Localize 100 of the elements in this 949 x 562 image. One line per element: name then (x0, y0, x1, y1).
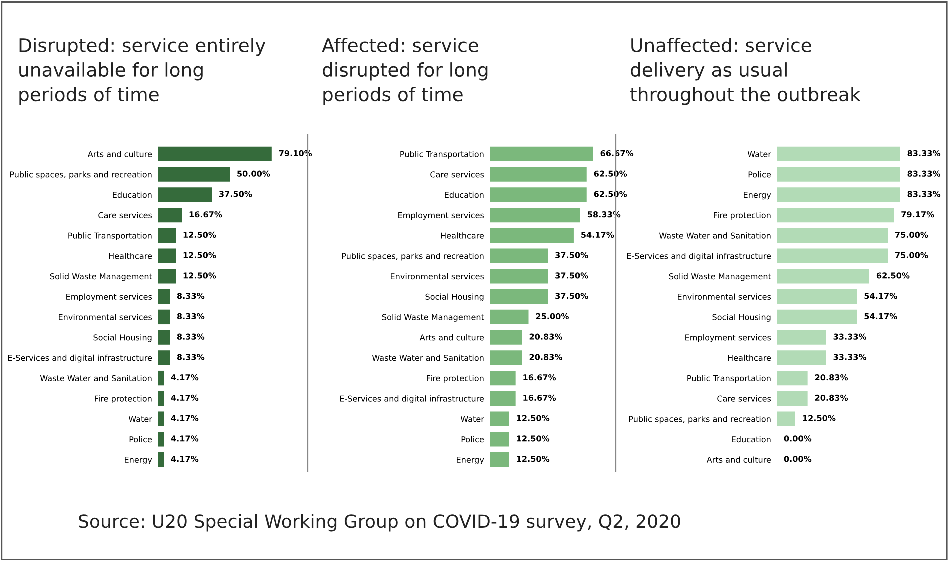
bar (158, 146, 272, 162)
y-tick-label: Healthcare (441, 232, 484, 239)
y-tick-label: Care services (430, 172, 484, 178)
data-label: 16.67% (524, 374, 556, 381)
y-tick-label: Energy (125, 457, 152, 465)
y-tick-label: Employment services (66, 294, 152, 302)
bar (777, 370, 808, 386)
data-label: 0.00% (784, 436, 812, 442)
y-tick-label: Waste Water and Sanitation (40, 375, 152, 382)
y-tick-label: Public Transportation (688, 375, 771, 384)
y-tick-label: Public Transportation (400, 151, 484, 159)
bar (158, 391, 164, 406)
y-tick-label: Police (462, 436, 484, 443)
bar (158, 269, 176, 284)
y-tick-label: Fire protection (95, 396, 152, 404)
data-label: 62.50% (594, 191, 628, 198)
y-tick-label: E-Services and digital infrastructure (627, 253, 772, 261)
bar (158, 167, 230, 182)
y-tick-label: Police (748, 172, 772, 178)
bar (490, 269, 548, 284)
data-label: 54.17% (582, 232, 614, 238)
data-label: 16.67% (524, 394, 556, 402)
data-label: 50.00% (238, 170, 270, 177)
data-label: 75.00% (895, 252, 928, 258)
y-tick-label: Public Transportation (68, 232, 152, 240)
bar (490, 391, 516, 406)
bar (490, 370, 516, 386)
data-label: 37.50% (556, 293, 588, 300)
bar (777, 412, 796, 426)
bar (777, 391, 808, 406)
bar (490, 228, 574, 244)
y-tick-label: Social Housing (712, 314, 771, 322)
data-label: 12.50% (184, 232, 216, 238)
bar (490, 208, 580, 223)
y-tick-label: Healthcare (109, 253, 152, 260)
y-tick-label: Fire protection (714, 212, 771, 220)
data-label: 4.17% (171, 415, 199, 422)
data-label: 0.00% (784, 456, 812, 462)
bar (158, 370, 164, 386)
chart-title: Unaffected: service delivery as usual throughout the outbreak (630, 38, 861, 106)
y-tick-label: Public spaces, parks and recreation (629, 416, 771, 424)
bar (490, 146, 594, 162)
data-label: 12.50% (517, 436, 550, 442)
data-label: 8.33% (177, 354, 205, 360)
y-tick-label: Solid Waste Management (669, 273, 772, 282)
bar (777, 228, 888, 244)
bar (158, 330, 170, 345)
y-tick-label: Employment services (398, 212, 484, 220)
data-label: 20.83% (815, 394, 848, 402)
data-label: 4.17% (171, 394, 199, 402)
y-tick-label: Energy (744, 192, 772, 200)
data-label: 62.50% (594, 170, 628, 177)
data-label: 37.50% (556, 252, 588, 258)
bar (777, 208, 894, 223)
y-tick-label: Water (128, 416, 152, 422)
y-tick-label: Environmental services (391, 273, 484, 280)
data-label: 62.50% (876, 272, 910, 279)
bar (158, 310, 170, 325)
y-tick-label: Public spaces, parks and recreation (10, 172, 152, 180)
y-tick-label: Social Housing (426, 294, 484, 302)
bar (490, 248, 548, 264)
data-label: 75.00% (895, 232, 928, 238)
y-tick-label: Employment services (686, 334, 772, 342)
y-tick-label: Water (748, 151, 772, 158)
chart-title: Disrupted: service entirely unavailable for long periods of time (20, 38, 266, 106)
bar (490, 188, 587, 202)
data-label: 12.50% (184, 272, 216, 279)
y-tick-label: E-Services and digital infrastructure (8, 354, 152, 363)
data-label: 83.33% (908, 191, 941, 198)
bar (490, 310, 529, 325)
bar (490, 452, 510, 468)
data-label: 8.33% (177, 313, 205, 320)
y-tick-label: Care services (718, 396, 772, 402)
data-label: 79.10% (279, 150, 312, 157)
bar (490, 167, 587, 182)
data-label: 37.50% (556, 272, 588, 279)
data-label: 83.33% (908, 170, 941, 177)
bar (777, 289, 858, 304)
data-label: 20.83% (530, 334, 563, 340)
data-label: 58.33% (588, 212, 621, 218)
data-label: 12.50% (517, 415, 550, 422)
bar (490, 330, 522, 345)
data-label: 54.17% (864, 313, 898, 320)
y-tick-label: Water (460, 416, 484, 422)
data-label: 4.17% (171, 374, 199, 381)
data-label: 20.83% (530, 354, 563, 360)
y-tick-label: Healthcare (728, 354, 772, 362)
bar (777, 146, 900, 162)
data-label: 33.33% (834, 354, 867, 360)
bar (777, 330, 826, 345)
y-tick-label: Waste Water and Sanitation (659, 232, 771, 239)
y-tick-label: Environmental services (59, 314, 152, 320)
bar (490, 432, 510, 447)
data-label: 37.50% (219, 191, 252, 198)
data-label: 83.33% (908, 150, 941, 157)
y-tick-label: Fire protection (427, 375, 484, 384)
data-label: 20.83% (815, 374, 848, 381)
y-tick-label: Solid Waste Management (382, 314, 484, 322)
bar (158, 412, 164, 426)
y-tick-label: Environmental services (678, 294, 772, 300)
